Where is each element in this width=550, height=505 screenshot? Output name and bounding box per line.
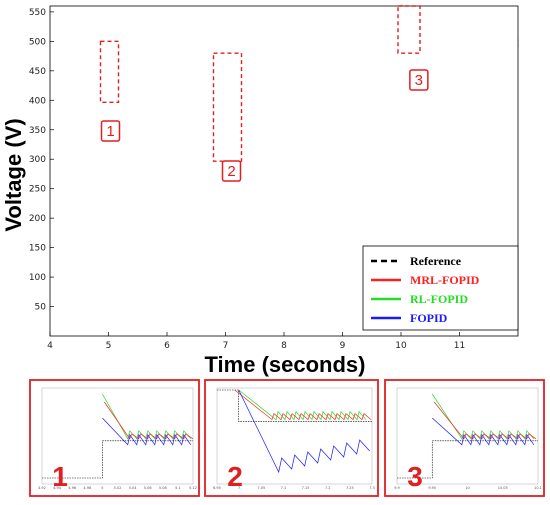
legend-entry: Reference <box>410 254 462 268</box>
inset-x-tick-label: 5.1 <box>175 486 181 490</box>
inset-x-tick-label: 9.9 <box>394 486 400 490</box>
inset-number-label: 3 <box>407 461 423 492</box>
inset-number-label: 2 <box>227 461 243 492</box>
inset-x-tick-label: 6.95 <box>213 486 221 490</box>
inset-x-tick-label: 4.92 <box>38 486 46 490</box>
legend-entry: FOPID <box>410 311 448 325</box>
inset-fopid-line <box>238 389 370 474</box>
y-tick-label: 550 <box>29 8 46 18</box>
inset-x-tick-label: 7.1 <box>281 486 287 490</box>
inset-x-tick-label: 5.08 <box>159 486 167 490</box>
axes: 4 5 6 7 8 9 10 11 50 100 150 200 250 300 350 400 450 500 5… <box>29 5 519 351</box>
inset-reference-line <box>42 440 193 479</box>
inset-x-tick-label: 5.12 <box>189 486 197 490</box>
y-tick-label: 300 <box>29 155 46 165</box>
inset-panel: 4.92 4.94 4.96 4.98 5 5.02 5.04 5.06 5.08 5.1 5.12… <box>29 379 200 497</box>
inset-x-tick-label: 5.06 <box>144 486 152 490</box>
inset-axes <box>41 387 194 485</box>
inset-x-tick-label: 5.02 <box>114 486 122 490</box>
inset-x-tick-label: 7.25 <box>346 486 354 490</box>
inset-x-tick-label: 7.15 <box>302 486 310 490</box>
inset-fopid-line <box>432 417 535 446</box>
inset-reference-line <box>217 389 372 422</box>
inset-axes <box>216 387 373 485</box>
x-axis-title: Time (seconds) <box>205 352 366 377</box>
legend-entry: RL-FOPID <box>410 292 468 306</box>
inset-x-tick-label: 10.05 <box>498 486 508 490</box>
y-tick-label: 200 <box>29 214 46 224</box>
inset-x-tick-label: 4.96 <box>68 486 76 490</box>
inset-x-tick-label: 9.95 <box>428 486 436 490</box>
callout-box <box>397 5 421 54</box>
callout-box <box>99 40 120 103</box>
inset-x-tick-label: 7 <box>238 486 240 490</box>
x-tick-label: 11 <box>454 341 465 351</box>
y-tick-label: 350 <box>29 126 46 136</box>
x-tick-label: 4 <box>47 341 53 351</box>
inset-x-tick-label: 4.98 <box>83 486 91 490</box>
legend: Reference MRL-FOPID RL-FOPID FOPID <box>362 245 519 331</box>
y-tick-label: 450 <box>29 67 46 77</box>
legend-entry: MRL-FOPID <box>410 273 480 287</box>
inset-panel: 9.9 9.95 10 10.05 10.1 3 <box>384 379 545 497</box>
y-tick-label: 50 <box>35 303 47 313</box>
y-tick-label: 100 <box>29 273 46 283</box>
x-tick-label: 7 <box>223 341 229 351</box>
inset-x-tick-label: 10 <box>465 486 469 490</box>
inset-x-tick-label: 4.94 <box>53 486 62 490</box>
callouts: 1 2 3 <box>99 5 429 182</box>
callout-tag <box>221 160 242 182</box>
callout-tag <box>409 69 429 91</box>
x-tick-label: 5 <box>106 341 112 351</box>
y-axis-title: Voltage (V) <box>1 118 26 231</box>
callout-label: 3 <box>415 72 423 89</box>
inset-mrl-fopid-line <box>234 389 372 421</box>
inset-x-tick-label: 10.1 <box>534 486 542 490</box>
x-tick-label: 9 <box>340 341 346 351</box>
inset-fopid-line <box>102 417 192 446</box>
y-tick-label: 150 <box>29 244 46 254</box>
x-tick-label: 10 <box>395 341 407 351</box>
inset-number-label: 1 <box>52 461 68 492</box>
inset-x-tick-label: 7.05 <box>257 486 265 490</box>
inset-x-tick-label: 5.04 <box>129 486 138 490</box>
insets: 4.92 4.94 4.96 4.98 5 5.02 5.04 5.06 5.08 5.1 5.12… <box>29 379 545 497</box>
x-tick-label: 8 <box>281 341 287 351</box>
inset-x-tick-label: 7.3 <box>369 486 375 490</box>
inset-rl-fopid-line <box>238 389 367 421</box>
inset-panel: 6.95 7 7.05 7.1 7.15 7.2 7.25 7.3 2 <box>204 379 379 497</box>
callout-tag <box>100 120 121 142</box>
inset-mrl-fopid-line <box>433 401 537 440</box>
y-tick-label: 400 <box>29 96 46 106</box>
inset-x-tick-label: 5 <box>101 486 103 490</box>
callout-label: 2 <box>227 163 235 180</box>
inset-x-tick-label: 7.2 <box>325 486 331 490</box>
y-tick-label: 500 <box>29 37 46 47</box>
x-tick-label: 6 <box>164 341 170 351</box>
y-tick-label: 250 <box>29 185 46 195</box>
inset-reference-line <box>397 440 538 479</box>
legend-box <box>362 245 519 331</box>
callout-label: 1 <box>106 123 114 140</box>
